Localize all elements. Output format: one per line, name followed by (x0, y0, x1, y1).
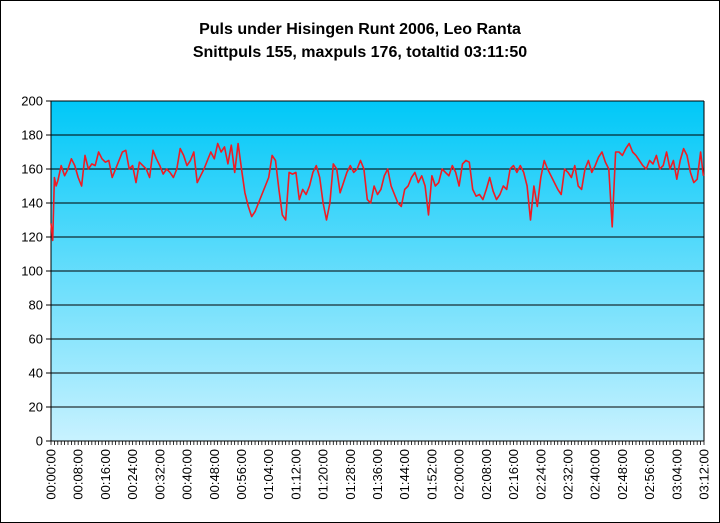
x-tick-label-01:12:00: 01:12:00 (288, 449, 303, 500)
chart-title: Puls under Hisingen Runt 2006, Leo Ranta (199, 21, 521, 38)
x-tick-label-02:24:00: 02:24:00 (533, 449, 548, 500)
y-tick-label-20: 20 (29, 400, 43, 415)
x-tick-label-01:52:00: 01:52:00 (424, 449, 439, 500)
x-tick-label-02:00:00: 02:00:00 (452, 449, 467, 500)
x-tick-label-01:20:00: 01:20:00 (316, 449, 331, 500)
y-tick-label-100: 100 (21, 264, 43, 279)
x-tick-label-02:16:00: 02:16:00 (506, 449, 521, 500)
chart-subtitle: Snittpuls 155, maxpuls 176, totaltid 03:… (192, 44, 528, 61)
x-tick-label-02:40:00: 02:40:00 (588, 449, 603, 500)
x-tick-label-02:32:00: 02:32:00 (560, 449, 575, 500)
y-tick-label-40: 40 (29, 366, 43, 381)
x-tick-label-02:08:00: 02:08:00 (479, 449, 494, 500)
x-tick-label-00:00:00: 00:00:00 (44, 449, 59, 500)
x-tick-label-00:32:00: 00:32:00 (152, 449, 167, 500)
series-line-heart-rate (50, 142, 705, 242)
y-tick-label-200: 200 (21, 94, 43, 109)
x-tick-label-01:28:00: 01:28:00 (343, 449, 358, 500)
x-tick-label-00:16:00: 00:16:00 (98, 449, 113, 500)
y-tick-label-160: 160 (21, 162, 43, 177)
y-tick-label-120: 120 (21, 230, 43, 245)
x-tick-label-03:04:00: 03:04:00 (669, 449, 684, 500)
x-tick-label-03:12:00: 03:12:00 (697, 449, 712, 500)
y-axis-ticks: 0 20 40 60 80 100 120 140 160 180 200 (21, 94, 51, 449)
x-tick-label-00:40:00: 00:40:00 (180, 449, 195, 500)
x-tick-label-01:44:00: 01:44:00 (397, 449, 412, 500)
x-tick-label-01:04:00: 01:04:00 (261, 449, 276, 500)
y-tick-label-180: 180 (21, 128, 43, 143)
y-tick-label-80: 80 (29, 298, 43, 313)
chart-title-block: Puls under Hisingen Runt 2006, Leo Ranta… (0, 18, 720, 64)
y-tick-label-0: 0 (36, 434, 43, 449)
y-tick-label-60: 60 (29, 332, 43, 347)
x-tick-label-01:36:00: 01:36:00 (370, 449, 385, 500)
x-tick-label-00:48:00: 00:48:00 (207, 449, 222, 500)
x-axis-ticks: 00:00:00 00:08:00 00:16:00 00:24:00 00:32:00… (44, 441, 712, 500)
y-tick-label-140: 140 (21, 196, 43, 211)
x-tick-label-00:08:00: 00:08:00 (71, 449, 86, 500)
x-tick-label-02:48:00: 02:48:00 (615, 449, 630, 500)
x-tick-label-00:24:00: 00:24:00 (125, 449, 140, 500)
x-tick-label-00:56:00: 00:56:00 (234, 449, 249, 500)
x-tick-label-02:56:00: 02:56:00 (642, 449, 657, 500)
